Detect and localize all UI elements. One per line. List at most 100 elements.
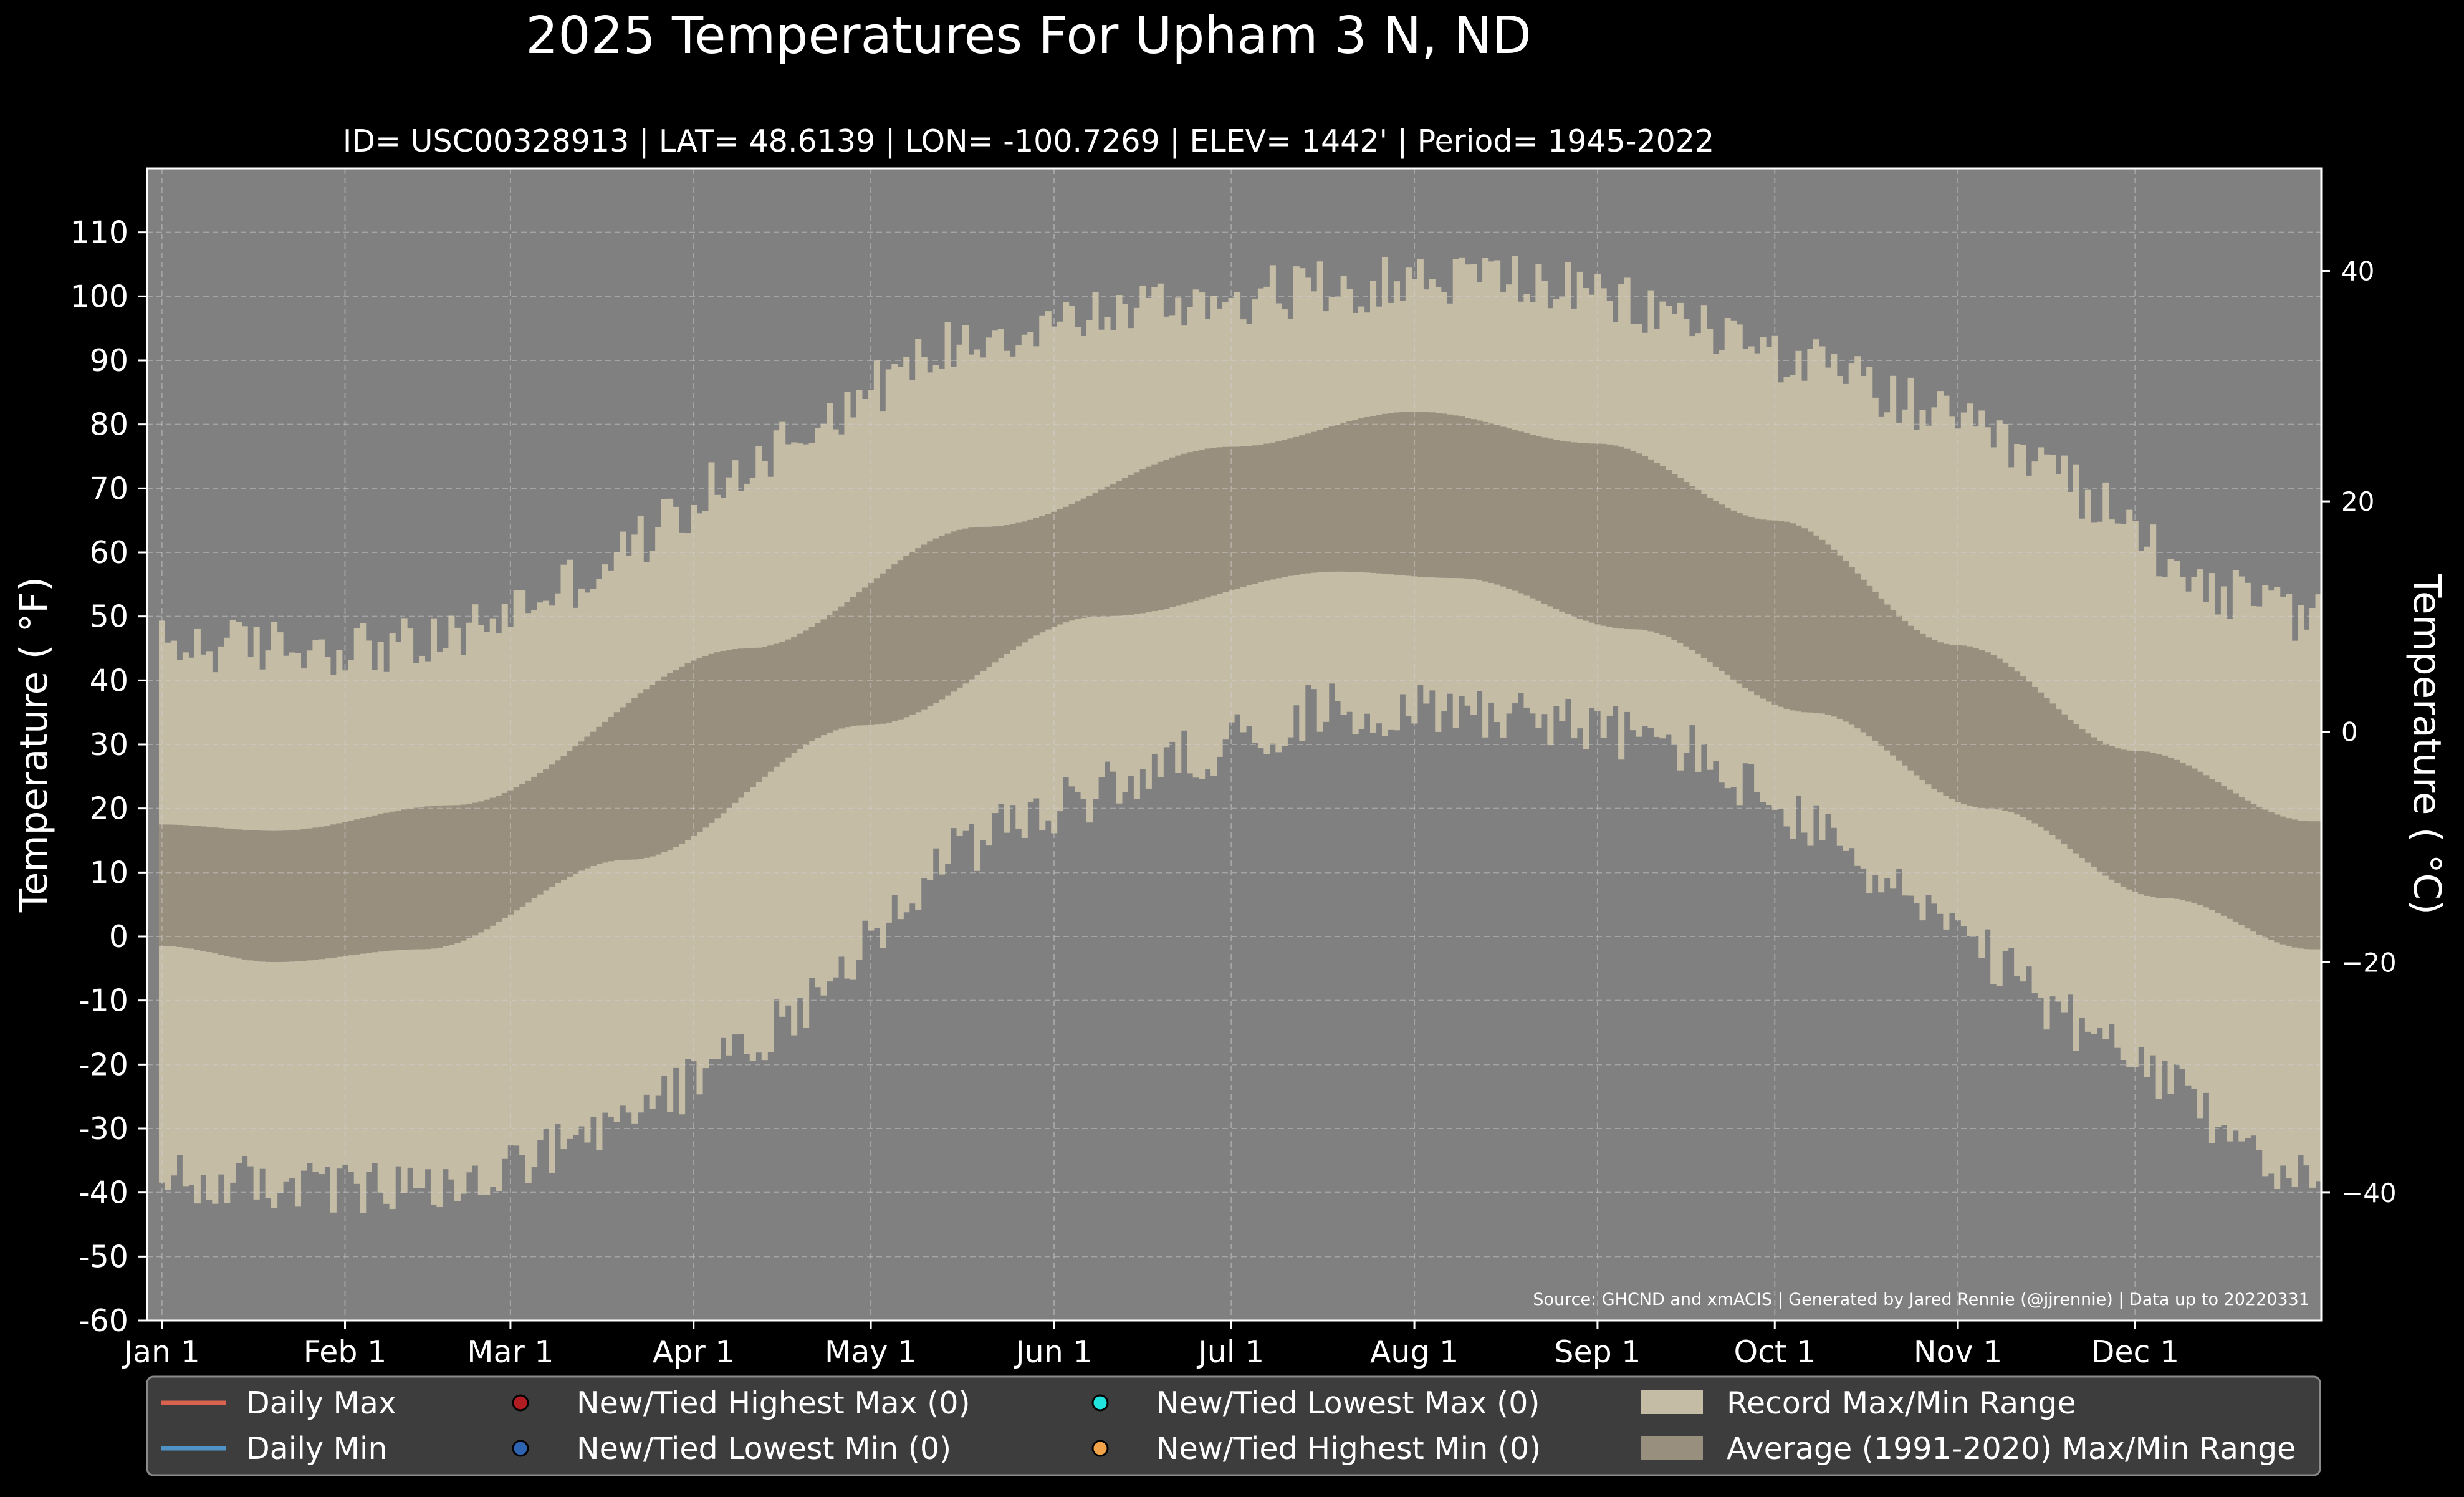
average-range-bar <box>861 587 868 726</box>
y-left-tick-label: 110 <box>70 215 128 251</box>
average-range-bar <box>903 556 910 718</box>
average-range-bar <box>271 830 278 963</box>
average-range-bars <box>158 412 2322 963</box>
average-range-bar <box>419 807 426 950</box>
average-range-bar <box>992 526 999 663</box>
legend-item-new-tied-lowest-min: New/Tied Lowest Min (0) <box>512 1431 951 1466</box>
average-range-bar <box>1405 412 1412 576</box>
average-range-bar <box>602 721 608 863</box>
average-range-bar <box>2291 819 2298 948</box>
average-range-bar <box>2108 746 2115 880</box>
average-range-bar <box>1919 633 1926 780</box>
average-range-bar <box>997 526 1004 658</box>
average-range-bar <box>525 780 532 903</box>
average-range-bar <box>2096 741 2103 872</box>
average-range-bar <box>2215 782 2222 913</box>
average-range-bar <box>1618 446 1625 629</box>
average-range-bar <box>2049 703 2056 835</box>
y-left-tick-label: -20 <box>79 1047 128 1082</box>
chart-title: 2025 Temperatures For Upham 3 N, ND <box>525 6 1532 65</box>
average-range-bar <box>430 806 438 949</box>
average-range-bar <box>2043 698 2050 831</box>
x-tick-label: Jan 1 <box>122 1334 200 1370</box>
average-range-bar <box>2298 820 2304 949</box>
average-range-bar <box>1358 418 1365 572</box>
average-range-bar <box>962 528 969 684</box>
average-range-bar <box>951 531 957 692</box>
average-range-bar <box>513 787 520 911</box>
average-range-bar <box>1665 470 1672 637</box>
average-range-bar <box>224 828 231 956</box>
legend: Daily Max Daily Min New/Tied Highest Max… <box>146 1375 2321 1476</box>
average-range-bar <box>448 805 455 945</box>
average-range-bar <box>1393 412 1400 575</box>
average-range-bar <box>720 650 727 814</box>
average-range-bar <box>1399 412 1406 575</box>
average-range-bar <box>436 805 443 948</box>
average-range-bar <box>1452 415 1459 579</box>
average-range-bar <box>212 827 219 954</box>
average-range-bar <box>873 578 880 725</box>
average-range-bar <box>454 805 461 943</box>
x-tick-label: Mar 1 <box>467 1334 554 1370</box>
average-range-bar <box>200 826 207 951</box>
average-range-bar <box>1653 463 1661 633</box>
average-range-bar <box>850 597 856 726</box>
average-range-bar <box>755 647 762 782</box>
legend-box <box>146 1375 2321 1476</box>
average-range-bar <box>1795 525 1802 712</box>
y-left-tick-label: 40 <box>90 663 128 698</box>
y-right-tick-label: 20 <box>2341 486 2374 517</box>
average-range-bar <box>1736 513 1743 684</box>
average-range-bar <box>1204 448 1211 598</box>
average-range-bar <box>1328 426 1335 572</box>
average-range-bar <box>1352 420 1359 572</box>
average-range-bar <box>1824 544 1831 715</box>
average-range-bar <box>2061 714 2068 844</box>
average-range-bar <box>1659 466 1666 635</box>
average-range-bar <box>1245 446 1253 585</box>
average-range-bar <box>312 827 319 960</box>
average-range-bar <box>915 548 922 713</box>
average-range-bar <box>1021 521 1028 643</box>
average-range-bar <box>974 527 981 675</box>
average-range-bar <box>1967 646 1973 806</box>
average-range-bar <box>1766 520 1773 702</box>
average-range-bar <box>294 829 302 961</box>
average-range-bar <box>1960 645 1967 805</box>
average-range-bar <box>1181 453 1187 605</box>
average-range-bar <box>785 639 792 758</box>
average-range-bar <box>1860 579 1867 733</box>
average-range-bar <box>2084 733 2091 863</box>
average-range-bar <box>1417 412 1424 577</box>
average-range-bar <box>519 784 526 907</box>
average-range-bar <box>1459 416 1465 579</box>
average-range-bar <box>188 825 195 949</box>
average-range-bar <box>1222 446 1229 592</box>
average-range-bar <box>868 582 875 725</box>
legend-item-new-tied-highest-max: New/Tied Highest Max (0) <box>512 1385 971 1421</box>
average-range-bar <box>1323 428 1330 572</box>
average-range-bar <box>2203 775 2210 908</box>
average-range-bar <box>1145 466 1152 612</box>
average-range-bar <box>1370 415 1377 573</box>
average-range-bar <box>1949 645 1955 799</box>
average-range-bar <box>182 825 189 948</box>
average-range-bar <box>1689 486 1695 650</box>
average-range-bar <box>1299 435 1306 574</box>
average-range-bar <box>643 689 650 858</box>
average-range-bar <box>300 829 307 961</box>
average-range-bar <box>2279 816 2286 945</box>
average-range-bar <box>808 627 815 742</box>
average-range-bar <box>537 773 544 895</box>
average-range-bar <box>1754 518 1761 696</box>
average-range-bar <box>507 790 514 915</box>
average-range-bar <box>372 815 378 953</box>
average-range-bar <box>1760 519 1767 699</box>
y-left-tick-label: 70 <box>90 471 128 506</box>
average-range-bar <box>2256 806 2263 935</box>
average-range-bar <box>1996 658 2003 810</box>
average-range-bar <box>484 799 491 930</box>
average-range-bar <box>1553 440 1560 609</box>
average-range-bar <box>761 647 768 777</box>
